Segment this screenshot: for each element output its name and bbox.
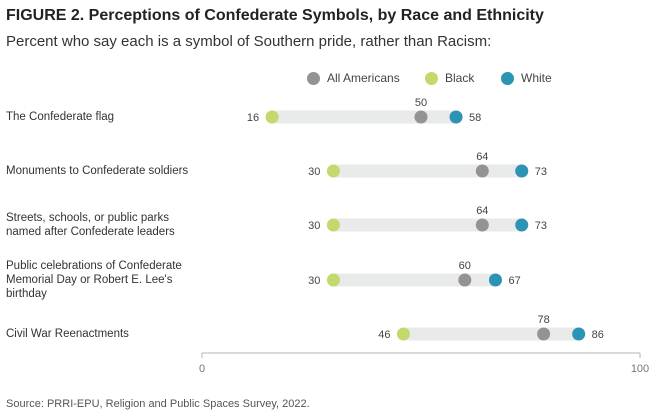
dot-white [449, 110, 463, 124]
category-label-line: Streets, schools, or public parks [6, 212, 169, 224]
dot-white [488, 273, 502, 287]
legend-item-black: Black [425, 71, 474, 85]
value-label-white: 67 [508, 275, 520, 287]
value-label-black: 30 [308, 275, 320, 287]
dot-all-americans [537, 327, 551, 341]
value-label-white: 73 [535, 220, 547, 232]
legend-item-white: White [501, 71, 552, 85]
value-label-black: 30 [308, 166, 320, 178]
dot-black [396, 327, 410, 341]
x-tick-label-0: 0 [199, 363, 205, 375]
value-label-white: 58 [469, 112, 481, 124]
legend-label-all-americans: All Americans [327, 71, 400, 85]
value-label-all-americans: 50 [415, 97, 427, 109]
dot-white [572, 327, 586, 341]
value-label-black: 16 [247, 112, 259, 124]
legend-label-black: Black [445, 71, 475, 85]
category-label-2: Streets, schools, or public parks named a… [6, 211, 206, 239]
category-label-line: Public celebrations of Confederate [6, 260, 182, 272]
category-label-line: named after Confederate leaders [6, 226, 175, 238]
category-label-0: The Confederate flag [6, 110, 206, 124]
dot-all-americans [475, 164, 489, 178]
dot-all-americans [414, 110, 428, 124]
dot-white [515, 164, 529, 178]
dot-all-americans [475, 218, 489, 232]
category-label-1: Monuments to Confederate soldiers [6, 164, 206, 178]
category-label-line: Monuments to Confederate soldiers [6, 165, 189, 177]
category-label-3: Public celebrations of Confederate Memori… [6, 259, 206, 301]
category-label-line: The Confederate flag [6, 111, 115, 123]
value-label-all-americans: 64 [476, 151, 488, 163]
category-label-line: Civil War Reenactments [6, 328, 129, 340]
legend-dot-white [501, 71, 514, 85]
legend: All Americans Black White [0, 71, 660, 89]
legend-label-white: White [521, 71, 552, 85]
value-label-all-americans: 60 [459, 260, 471, 272]
legend-item-all-americans: All Americans [307, 71, 400, 85]
legend-dot-all-americans [307, 71, 320, 85]
value-label-black: 46 [378, 329, 390, 341]
value-label-white: 86 [592, 329, 604, 341]
value-label-black: 30 [308, 220, 320, 232]
dot-white [515, 218, 529, 232]
legend-dot-black [425, 71, 438, 85]
category-label-line: Memorial Day or Robert E. Lee's [6, 274, 173, 286]
dot-black [265, 110, 279, 124]
dot-black [326, 164, 340, 178]
dot-black [326, 273, 340, 287]
value-label-all-americans: 78 [538, 314, 550, 326]
source-note: Source: PRRI-EPU, Religion and Public Sp… [6, 398, 310, 410]
value-label-white: 73 [535, 166, 547, 178]
category-label-4: Civil War Reenactments [6, 327, 206, 341]
category-label-line: birthday [6, 288, 47, 300]
chart-title: FIGURE 2. Perceptions of Confederate Sym… [6, 7, 544, 24]
x-tick-label-100: 100 [631, 363, 649, 375]
dot-black [326, 218, 340, 232]
dot-all-americans [458, 273, 472, 287]
value-label-all-americans: 64 [476, 205, 488, 217]
chart-subtitle: Percent who say each is a symbol of Sout… [6, 33, 492, 50]
